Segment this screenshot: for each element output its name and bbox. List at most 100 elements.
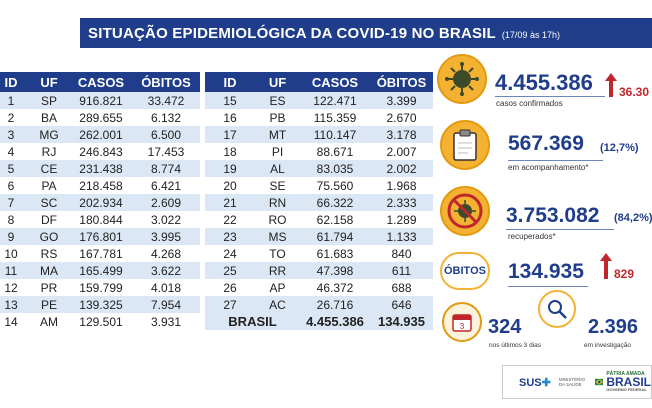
cell-deaths: 2.670 xyxy=(370,109,433,126)
table-row: 22 RO 62.158 1.289 xyxy=(205,211,433,228)
cell-deaths: 3.622 xyxy=(132,262,200,279)
table-row: 17 MT 110.147 3.178 xyxy=(205,126,433,143)
calendar-number: 3 xyxy=(460,322,465,331)
deaths-increase: 829 xyxy=(614,267,635,281)
footer-logos: SUS✚ MINISTÉRIO DA SAÚDE PÁTRIA AMADA BR… xyxy=(502,365,652,399)
last-days-value: 324 xyxy=(488,316,522,338)
magnifier-icon xyxy=(538,290,576,328)
col-header-uf: UF xyxy=(28,72,70,92)
cell-cases: 167.781 xyxy=(70,245,132,262)
date-range: (17/09 às 17h) xyxy=(501,29,560,40)
table-row: 10 RS 167.781 4.268 xyxy=(0,245,200,262)
table-row: 6 PA 218.458 6.421 xyxy=(0,177,200,194)
recovered-label: recuperados* xyxy=(508,232,556,241)
table-row: 8 DF 180.844 3.022 xyxy=(0,211,200,228)
total-label: BRASIL xyxy=(205,313,300,330)
cell-uf: BA xyxy=(28,109,70,126)
cell-uf: TO xyxy=(255,245,300,262)
cell-uf: SE xyxy=(255,177,300,194)
gov-text: GOVERNO FEDERAL xyxy=(606,387,647,392)
table-row: 2 BA 289.655 6.132 xyxy=(0,109,200,126)
table-row: 21 RN 66.322 2.333 xyxy=(205,194,433,211)
cell-cases: 159.799 xyxy=(70,279,132,296)
cell-cases: 129.501 xyxy=(70,313,132,330)
total-deaths: 134.935 xyxy=(370,313,433,330)
cell-deaths: 1.289 xyxy=(370,211,433,228)
cell-deaths: 17.453 xyxy=(132,143,200,160)
table-row: 5 CE 231.438 8.774 xyxy=(0,160,200,177)
table-row: 11 MA 165.499 3.622 xyxy=(0,262,200,279)
cell-id: 23 xyxy=(205,228,255,245)
cell-cases: 289.655 xyxy=(70,109,132,126)
cell-uf: SP xyxy=(28,92,70,109)
virus-blocked-icon xyxy=(440,186,490,236)
cell-deaths: 1.133 xyxy=(370,228,433,245)
cell-uf: RR xyxy=(255,262,300,279)
states-table-right: ID UF CASOS ÓBITOS 15 ES 122.471 3.399 16 PB 1… xyxy=(205,72,433,330)
title-bar: SITUAÇÃO EPIDEMIOLÓGICA DA COVID-19 NO B… xyxy=(80,18,652,48)
cell-id: 7 xyxy=(0,194,28,211)
table-row: 9 GO 176.801 3.995 xyxy=(0,228,200,245)
total-row: BRASIL 4.455.386 134.935 xyxy=(205,313,433,330)
cell-deaths: 6.500 xyxy=(132,126,200,143)
col-header-deaths: ÓBITOS xyxy=(370,72,433,92)
cell-deaths: 3.399 xyxy=(370,92,433,109)
col-header-id: ID xyxy=(0,72,28,92)
cell-uf: PE xyxy=(28,296,70,313)
cell-id: 21 xyxy=(205,194,255,211)
col-header-deaths: ÓBITOS xyxy=(132,72,200,92)
cell-uf: RJ xyxy=(28,143,70,160)
table-header-row: ID UF CASOS ÓBITOS xyxy=(205,72,433,92)
table-row: 14 AM 129.501 3.931 xyxy=(0,313,200,330)
cell-deaths: 2.333 xyxy=(370,194,433,211)
page-title: SITUAÇÃO EPIDEMIOLÓGICA DA COVID-19 NO B… xyxy=(88,24,496,42)
cell-deaths: 840 xyxy=(370,245,433,262)
table-row: 25 RR 47.398 611 xyxy=(205,262,433,279)
cell-cases: 46.372 xyxy=(300,279,370,296)
up-arrow-icon xyxy=(600,253,612,279)
deaths-underline xyxy=(508,286,588,287)
ministry-label: MINISTÉRIO DA SAÚDE xyxy=(558,377,586,387)
table-header-row: ID UF CASOS ÓBITOS xyxy=(0,72,200,92)
table-row: 23 MS 61.794 1.133 xyxy=(205,228,433,245)
cell-id: 18 xyxy=(205,143,255,160)
confirmed-increase: 36.30 xyxy=(619,85,650,99)
cell-id: 13 xyxy=(0,296,28,313)
confirmed-label: casos confirmados xyxy=(496,99,563,108)
cell-uf: PI xyxy=(255,143,300,160)
cell-uf: RS xyxy=(28,245,70,262)
cell-uf: PB xyxy=(255,109,300,126)
investigation-value: 2.396 xyxy=(588,316,639,338)
cell-cases: 26.716 xyxy=(300,296,370,313)
brasil-logo: PÁTRIA AMADA BRASIL GOVERNO FEDERAL xyxy=(606,370,651,394)
cell-deaths: 3.178 xyxy=(370,126,433,143)
cell-cases: 88.671 xyxy=(300,143,370,160)
cell-id: 17 xyxy=(205,126,255,143)
cell-deaths: 4.268 xyxy=(132,245,200,262)
cell-deaths: 3.995 xyxy=(132,228,200,245)
table-row: 24 TO 61.683 840 xyxy=(205,245,433,262)
table-row: 18 PI 88.671 2.007 xyxy=(205,143,433,160)
cell-id: 1 xyxy=(0,92,28,109)
cell-uf: SC xyxy=(28,194,70,211)
sus-logo: SUS✚ xyxy=(519,376,551,389)
cell-cases: 262.001 xyxy=(70,126,132,143)
cell-cases: 47.398 xyxy=(300,262,370,279)
col-header-id: ID xyxy=(205,72,255,92)
cell-id: 11 xyxy=(0,262,28,279)
table-row: 13 PE 139.325 7.954 xyxy=(0,296,200,313)
cell-deaths: 2.007 xyxy=(370,143,433,160)
deaths-badge: ÓBITOS xyxy=(440,252,490,290)
cell-cases: 62.158 xyxy=(300,211,370,228)
col-header-uf: UF xyxy=(255,72,300,92)
cell-cases: 246.843 xyxy=(70,143,132,160)
cell-cases: 61.794 xyxy=(300,228,370,245)
monitoring-label: em acompanhamento* xyxy=(508,163,589,172)
table-row: 27 AC 26.716 646 xyxy=(205,296,433,313)
cell-id: 10 xyxy=(0,245,28,262)
cell-id: 2 xyxy=(0,109,28,126)
cell-deaths: 2.002 xyxy=(370,160,433,177)
cell-id: 9 xyxy=(0,228,28,245)
cell-uf: ES xyxy=(255,92,300,109)
cell-cases: 139.325 xyxy=(70,296,132,313)
